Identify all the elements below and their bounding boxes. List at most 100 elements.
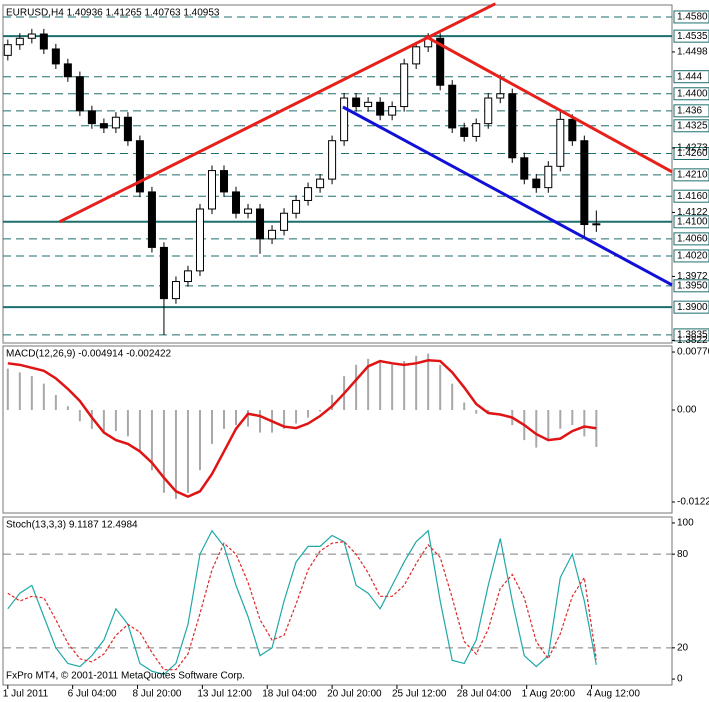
y-tick-label: 1.3972 [677,271,708,282]
level-label-box [673,147,709,161]
level-label: 1.444 [677,71,702,82]
candle-body [292,199,301,214]
pane-title: EURUSD,H4 1.40936 1.41265 1.40763 1.4095… [6,8,220,19]
candle-body [51,48,60,65]
candle-body [39,33,48,50]
level-label-box [673,10,709,24]
y-tick-label: 80 [677,549,689,560]
candle-body [3,44,12,56]
candle-body [99,123,108,129]
y-tick-label: -0.01222 [677,497,709,508]
candle-body [15,37,24,46]
x-tick-label: 8 Jul 20:00 [133,689,182,700]
trendline [342,105,673,287]
x-tick-label: 28 Jul 04:00 [457,689,512,700]
y-tick-label: 100 [677,518,694,529]
trendline [424,34,673,174]
x-tick-label: 4 Aug 12:00 [587,689,641,700]
y-tick-label: 1.4273 [677,143,708,154]
candle-body [304,187,313,201]
level-label-box [673,119,709,133]
candle-body [340,97,349,142]
candle-body [123,116,132,142]
candle-body [436,37,445,86]
candle-body [520,157,529,180]
candle-body [472,123,481,137]
level-label: 1.4325 [677,120,708,131]
level-label-box [673,279,709,293]
level-label-box [673,328,709,342]
candle-body [75,76,84,112]
candle-body [400,63,409,108]
x-tick-label: 18 Jul 04:00 [262,689,317,700]
candle-body [256,208,265,240]
candle-body [412,46,421,65]
level-label-box [673,70,709,84]
pane-title: Stoch(13,3,3) 9.1187 12.4984 [6,520,138,531]
candle-body [268,229,277,240]
y-tick-label: 1.4498 [677,47,708,58]
candle-body [207,170,216,210]
y-tick-label: 0.00 [677,405,697,416]
candle-body [388,106,397,116]
y-tick-label: 0 [677,674,683,685]
level-label-box [673,104,709,118]
x-tick-label: 1 Jul 2011 [3,689,49,700]
y-tick-label: 20 [677,642,689,653]
stoch-line [7,529,597,676]
candle-body [183,270,192,283]
trendline [58,2,497,224]
stoch-line [7,541,597,671]
level-label-box [673,189,709,203]
candle-body [364,101,373,108]
candle-body [219,170,228,193]
stoch-pane-frame [2,516,673,686]
macd-pane-frame [2,345,673,514]
x-tick-label: 25 Jul 12:00 [392,689,447,700]
level-label: 1.4260 [677,148,708,159]
x-tick-label: 6 Jul 04:00 [68,689,117,700]
y-tick-label: 1.3822 [677,335,708,346]
level-label: 1.4580 [677,12,708,23]
pane-title: MACD(12,26,9) -0.004914 -0.002422 [6,349,172,360]
level-label: 1.3900 [677,302,708,313]
candle-body [232,191,241,214]
candle-body [448,84,457,129]
level-label: 1.4020 [677,251,708,262]
candle-body [280,212,289,231]
x-tick-label: 20 Jul 20:00 [327,689,382,700]
level-label: 1.4160 [677,191,708,202]
candle-body [544,165,553,189]
candle-body [27,33,36,39]
level-label-box [673,215,709,229]
y-tick-label: 1.4122 [677,207,708,218]
candle-body [63,63,72,78]
candle-body [508,93,517,159]
level-label-box [673,29,709,43]
candle-body [592,223,601,226]
level-label: 1.4100 [677,216,708,227]
level-label: 1.4535 [677,31,708,42]
level-label: 1.3835 [677,330,708,341]
candle-body [532,178,541,189]
x-tick-label: 1 Aug 20:00 [522,689,576,700]
level-label: 1.436 [677,105,702,116]
candle-body [496,93,505,99]
candle-body [195,208,204,272]
candle-body [568,118,577,142]
footer: FxPro MT4, © 2001-2011 MetaQuotes Softwa… [6,671,245,682]
level-label: 1.4210 [677,169,708,180]
candle-body [244,208,253,214]
candle-body [484,97,493,125]
level-label: 1.3950 [677,280,708,291]
level-label-box [673,232,709,246]
candle-body [316,178,325,189]
price-pane-frame [2,4,673,344]
candle-body [111,116,120,129]
candle-body [87,110,96,125]
level-label: 1.4060 [677,234,708,245]
candle-body [376,101,385,116]
